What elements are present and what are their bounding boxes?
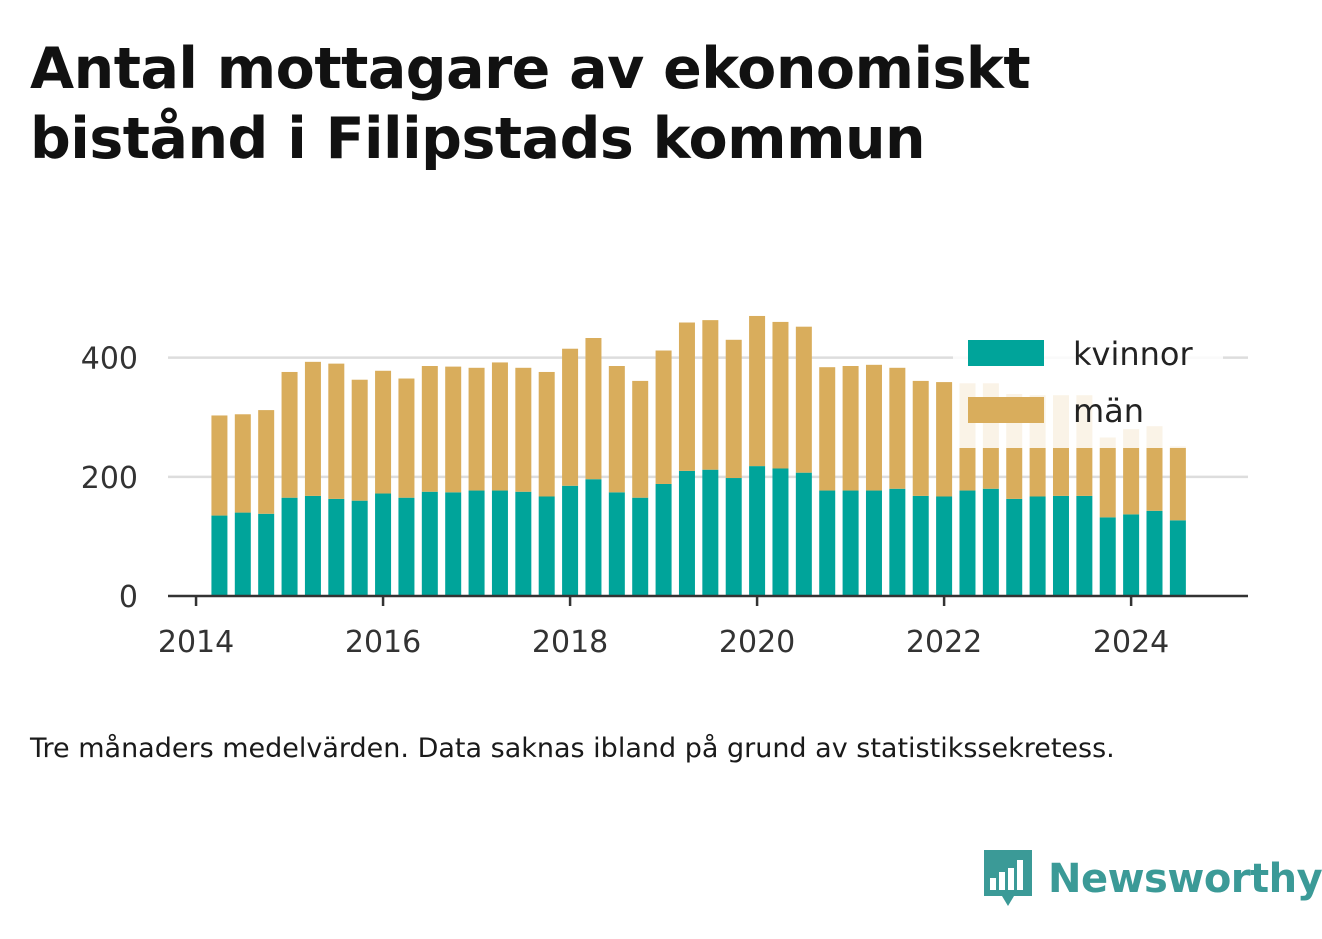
bar-kvinnor xyxy=(632,497,649,596)
bar-kvinnor xyxy=(725,478,742,596)
bar-man xyxy=(678,322,695,471)
bar-man xyxy=(234,414,251,513)
bar-man xyxy=(889,367,906,489)
bar-man xyxy=(258,410,275,514)
bar-kvinnor xyxy=(912,495,929,596)
legend-label-kvinnor: kvinnor xyxy=(1073,335,1194,373)
stacked-bar-chart: 0 200 400 2014 2016 2018 2020 2022 2024 kvinnor … xyxy=(81,315,1248,660)
bar-kvinnor xyxy=(281,497,298,596)
bar-man xyxy=(211,415,228,516)
bar-kvinnor xyxy=(842,490,859,596)
bar-kvinnor xyxy=(1099,517,1116,596)
bar-kvinnor xyxy=(491,490,508,596)
y-tick-label: 400 xyxy=(81,342,138,377)
x-tick-label: 2024 xyxy=(1093,625,1169,660)
bar-kvinnor xyxy=(889,488,906,596)
bar-man xyxy=(468,367,485,491)
legend: kvinnor män xyxy=(953,328,1223,448)
x-tick-label: 2018 xyxy=(532,625,608,660)
legend-swatch-man xyxy=(968,397,1044,423)
bar-man xyxy=(398,378,415,498)
bar-kvinnor xyxy=(328,498,345,596)
bar-kvinnor xyxy=(585,479,602,596)
bar-man xyxy=(702,320,719,470)
bar-kvinnor xyxy=(749,466,766,596)
brand-name: Newsworthy xyxy=(1048,856,1322,902)
bar-man xyxy=(842,366,859,491)
x-tick-label: 2016 xyxy=(345,625,421,660)
bar-man xyxy=(421,366,438,492)
bar-kvinnor xyxy=(398,497,415,596)
bar-kvinnor xyxy=(608,492,625,596)
bar-man xyxy=(608,366,625,493)
bar-man xyxy=(795,326,812,473)
bar-kvinnor xyxy=(1052,495,1069,596)
bar-kvinnor xyxy=(468,490,485,596)
bar-man xyxy=(445,366,462,493)
bar-man xyxy=(1099,437,1116,518)
bar-man xyxy=(351,379,368,501)
legend-label-man: män xyxy=(1073,392,1144,430)
y-tick-label: 200 xyxy=(81,461,138,496)
bar-kvinnor xyxy=(1169,520,1186,596)
bar-kvinnor xyxy=(702,469,719,596)
bar-kvinnor xyxy=(562,485,579,596)
bar-kvinnor xyxy=(375,493,392,596)
bar-kvinnor xyxy=(351,500,368,596)
bar-man xyxy=(819,367,836,491)
bar-man xyxy=(328,363,345,499)
bar-kvinnor xyxy=(936,496,953,596)
bar-kvinnor xyxy=(1029,496,1046,596)
bar-kvinnor xyxy=(678,470,695,596)
bar-kvinnor xyxy=(538,496,555,596)
bar-man xyxy=(281,371,298,498)
bar-man xyxy=(562,348,579,486)
bar-kvinnor xyxy=(982,488,999,596)
bar-kvinnor xyxy=(959,490,976,596)
bar-man xyxy=(1169,446,1186,521)
bar-kvinnor xyxy=(234,512,251,596)
bar-kvinnor xyxy=(865,490,882,596)
bar-kvinnor xyxy=(1146,510,1163,596)
bar-kvinnor xyxy=(515,491,532,596)
bar-kvinnor xyxy=(421,491,438,596)
bar-kvinnor xyxy=(445,492,462,596)
bar-kvinnor xyxy=(304,495,321,596)
bar-kvinnor xyxy=(1076,495,1093,596)
bar-man xyxy=(304,361,321,496)
bar-kvinnor xyxy=(258,513,275,596)
x-tick-label: 2022 xyxy=(906,625,982,660)
bar-kvinnor xyxy=(1006,498,1023,596)
legend-swatch-kvinnor xyxy=(968,340,1044,366)
bar-kvinnor xyxy=(795,472,812,596)
bar-man xyxy=(865,364,882,491)
x-tick-label: 2014 xyxy=(158,625,234,660)
brand-logo: Newsworthy xyxy=(980,848,1322,910)
bar-man xyxy=(375,370,392,494)
bar-kvinnor xyxy=(819,490,836,596)
bar-kvinnor xyxy=(772,468,789,596)
bar-kvinnor xyxy=(211,515,228,596)
bar-kvinnor xyxy=(1123,514,1140,596)
bar-man xyxy=(585,338,602,480)
y-tick-label: 0 xyxy=(119,580,138,615)
axes: 0 200 400 2014 2016 2018 2020 2022 2024 xyxy=(81,342,1248,660)
bar-man xyxy=(538,371,555,497)
chart-title: Antal mottagare av ekonomiskt bistånd i … xyxy=(30,36,1031,172)
chart-footnote: Tre månaders medelvärden. Data saknas ib… xyxy=(30,733,1115,764)
bar-man xyxy=(1123,429,1140,515)
bar-kvinnor xyxy=(655,483,672,596)
bar-man xyxy=(515,367,532,492)
bar-man xyxy=(936,382,953,497)
x-tick-label: 2020 xyxy=(719,625,795,660)
bar-man xyxy=(772,321,789,469)
bar-man xyxy=(655,350,672,484)
bar-man xyxy=(725,339,742,479)
bar-man xyxy=(749,315,766,467)
bar-man xyxy=(491,362,508,491)
bar-chart-speech-bubble-icon xyxy=(984,850,1032,906)
bar-man xyxy=(912,380,929,496)
bar-man xyxy=(632,380,649,498)
